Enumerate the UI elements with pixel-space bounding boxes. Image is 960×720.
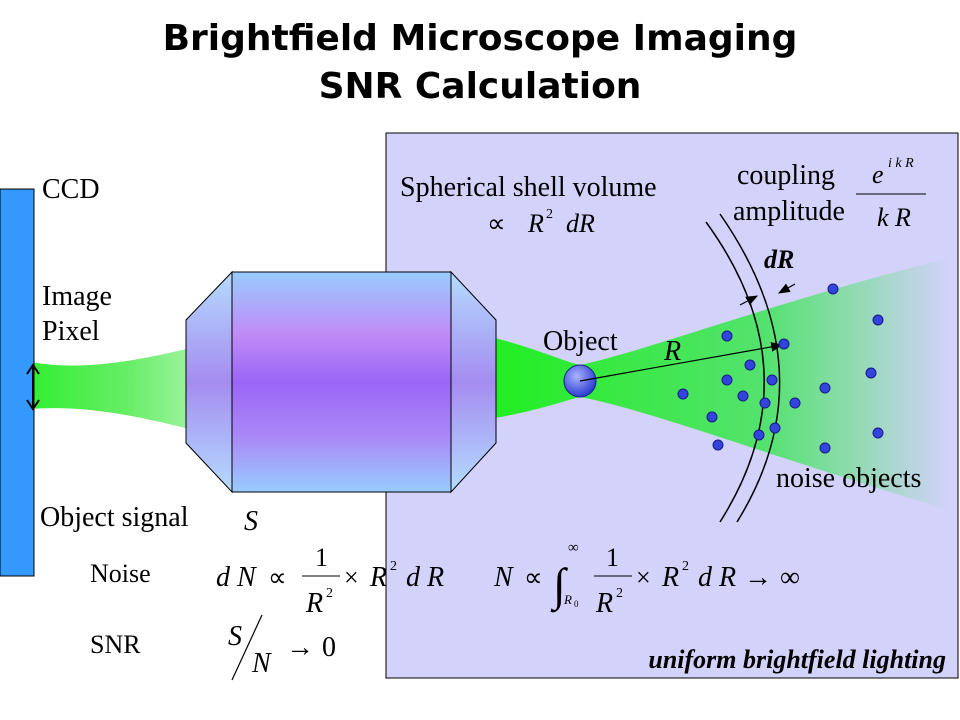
noise-label: Noise — [90, 559, 151, 588]
pixel-label: Pixel — [42, 316, 100, 347]
radius-label: R — [663, 336, 681, 367]
eq-N-times: × — [636, 563, 651, 592]
eq-snr-S: S — [228, 621, 242, 652]
eq-N-arrow: → — [744, 562, 772, 593]
noise-dot — [872, 314, 884, 326]
eq-snr-arrow: → — [286, 632, 314, 663]
eq-dN-R: R — [369, 562, 387, 593]
exp-e: e — [872, 160, 884, 189]
noise-dot — [744, 359, 756, 371]
eq-N-R-sq: 2 — [682, 559, 689, 574]
eq-N-upper: ∞ — [568, 540, 579, 556]
shell-R-exponent: 2 — [546, 207, 553, 222]
objective-lens-body — [231, 271, 452, 493]
noise-objects — [677, 283, 884, 454]
title-line-2: SNR Calculation — [318, 66, 642, 107]
shell-arc-inner — [705, 221, 765, 523]
noise-dot — [819, 382, 831, 394]
ccd-label: CCD — [42, 174, 100, 205]
eq-N-integral: ∫ — [550, 559, 568, 613]
eq-N-infinity: ∞ — [780, 562, 800, 593]
coupling-label: coupling — [737, 160, 835, 191]
noise-dot — [737, 390, 749, 402]
eq-N-dR: d R — [698, 562, 736, 593]
noise-dot — [769, 422, 781, 434]
eq-N-R: R — [661, 562, 679, 593]
eq-dN-den-sq: 2 — [326, 586, 333, 601]
eq-dN-times: × — [344, 563, 359, 592]
noise-dot — [712, 439, 724, 451]
exp-ikr: i k R — [888, 156, 914, 171]
eq-dN: d N — [216, 562, 257, 593]
eq-N-lower: R — [563, 592, 572, 607]
shell-width-label: dR — [764, 245, 794, 274]
noise-dot — [819, 442, 831, 454]
object-signal-label: Object signal — [40, 502, 189, 533]
eq-snr-slash — [231, 614, 263, 681]
eq-snr-zero: 0 — [322, 632, 336, 663]
eq-dN-dR: d R — [406, 562, 444, 593]
beam-left — [0, 338, 230, 440]
noise-dot — [753, 429, 765, 441]
eq-dN-den-R: R — [305, 588, 323, 619]
eq-N-den-sq: 2 — [616, 586, 623, 601]
radius-arrow — [579, 342, 784, 382]
shell-volume-label: Spherical shell volume — [400, 172, 657, 203]
noise-dot — [721, 374, 733, 386]
eq-N-den-R: R — [595, 588, 613, 619]
eq-dN-R-sq: 2 — [390, 559, 397, 574]
noise-dot — [827, 283, 839, 295]
objective-lens-left — [185, 270, 233, 494]
noise-dot — [759, 397, 771, 409]
amplitude-label: amplitude — [733, 196, 845, 227]
noise-dot — [789, 397, 801, 409]
noise-dot — [872, 427, 884, 439]
noise-dot — [721, 330, 733, 342]
shell-arc-outer — [719, 213, 781, 523]
image-label: Image — [42, 281, 112, 312]
noise-dot — [766, 374, 778, 386]
snr-label: SNR — [90, 630, 141, 659]
noise-objects-label: noise objects — [776, 463, 921, 494]
lighting-caption: uniform brightfield lighting — [648, 645, 946, 674]
signal-symbol: S — [244, 506, 258, 537]
objective-lens-right — [450, 270, 497, 494]
shell-dR: dR — [566, 209, 595, 238]
noise-dot — [677, 388, 689, 400]
eq-N: N — [493, 562, 514, 593]
shell-prop-symbol: ∝ — [487, 209, 506, 238]
beam-right — [495, 258, 950, 510]
eq-N-prop: ∝ — [524, 563, 543, 592]
noise-dot — [778, 338, 790, 350]
title-line-1: Brightfield Microscope Imaging — [162, 18, 798, 59]
eq-dN-one: 1 — [315, 543, 328, 572]
eq-snr-N: N — [251, 648, 272, 679]
den-kr: k R — [877, 203, 911, 232]
noise-dot — [706, 411, 718, 423]
eq-N-lower-sub: 0 — [574, 599, 579, 609]
object-label: Object — [543, 326, 618, 357]
noise-dot — [865, 367, 877, 379]
eq-N-one: 1 — [606, 543, 619, 572]
eq-dN-prop: ∝ — [268, 563, 287, 592]
ccd-sensor — [0, 188, 35, 577]
shell-R: R — [527, 209, 544, 238]
